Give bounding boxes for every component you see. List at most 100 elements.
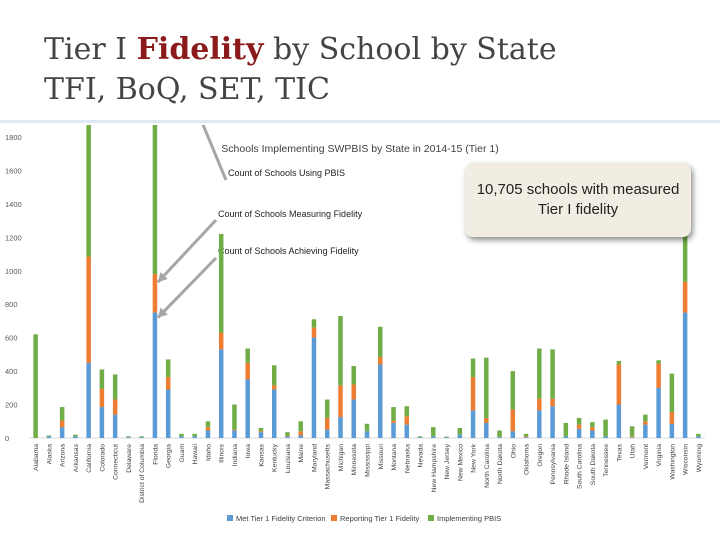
bar-segment	[46, 435, 52, 437]
category-label: Virginia	[656, 444, 663, 467]
bar-segment	[311, 327, 317, 338]
bar-segment	[73, 436, 78, 438]
bar-segment	[73, 434, 78, 437]
bar-segment	[470, 410, 476, 438]
bar-segment	[258, 431, 264, 433]
bar-segment	[378, 364, 383, 438]
bar-segment	[682, 312, 688, 438]
bar-segment	[576, 417, 582, 425]
category-label: Rhode Island	[563, 444, 570, 484]
title-highlight: Fidelity	[136, 32, 264, 67]
category-label: Iowa	[245, 444, 252, 459]
bar-segment	[576, 424, 582, 429]
bar-segment	[404, 416, 410, 425]
bar-segment	[510, 409, 516, 432]
bar-segment	[616, 404, 622, 438]
bar-segment	[245, 362, 250, 380]
category-label: Alabama	[33, 444, 40, 471]
bar-segment	[112, 399, 118, 415]
category-label: Louisiana	[285, 444, 292, 473]
bar-segment	[99, 369, 105, 389]
bar-segment	[285, 436, 290, 438]
bar-segment	[139, 436, 144, 438]
bar-segment	[550, 406, 555, 438]
bar-segment	[457, 427, 463, 435]
bar-segment	[696, 433, 701, 437]
bar-segment	[59, 427, 65, 438]
bar-segment	[590, 430, 595, 438]
category-label: Nebraska	[404, 444, 411, 473]
bar-segment	[364, 423, 370, 432]
bar-segment	[431, 436, 436, 438]
category-label: Arizona	[60, 444, 67, 467]
y-tick-label: 1600	[5, 166, 22, 175]
bar-segment	[152, 125, 158, 275]
bar-segment	[378, 326, 383, 357]
annotation-arrowhead	[157, 272, 168, 283]
bar-segment	[629, 437, 635, 438]
bar-segment	[576, 428, 582, 438]
bar-segment	[643, 421, 648, 425]
bar-segment	[126, 437, 131, 438]
category-label: North Carolina	[484, 444, 491, 488]
legend-label: Reporting Tier 1 Fidelity	[340, 514, 419, 523]
annotation-arrow	[156, 218, 218, 284]
bar-segment	[484, 357, 489, 418]
category-label: Wisconsin	[683, 444, 690, 475]
bar-segment	[165, 359, 171, 377]
category-label: Kansas	[258, 443, 265, 466]
bar-segment	[643, 424, 648, 438]
category-label: Vermont	[643, 444, 650, 469]
bar-segment	[245, 348, 250, 363]
legend-swatch	[331, 515, 337, 521]
bar-segment	[351, 399, 356, 438]
y-tick-label: 600	[5, 334, 18, 343]
category-label: North Dakota	[497, 444, 504, 484]
annotation-label: Count of Schools Measuring Fidelity	[218, 209, 363, 219]
bar-segment	[603, 436, 608, 438]
legend-swatch	[227, 515, 233, 521]
annotation-label: Count of Schools Using PBIS	[228, 168, 345, 178]
category-label: Mississippi	[365, 444, 372, 477]
bar-segment	[205, 421, 211, 428]
chart-title: Schools Implementing SWPBIS by State in …	[221, 143, 498, 155]
category-label: Hawaii	[192, 444, 199, 465]
category-label: Illinois	[219, 443, 226, 462]
bar-segment	[603, 419, 608, 437]
bar-segment	[351, 384, 356, 400]
bar-segment	[404, 424, 410, 438]
bar-segment	[285, 435, 290, 437]
bar-segment	[126, 436, 131, 438]
category-label: Oregon	[537, 444, 544, 467]
category-label: Massachusetts	[325, 443, 332, 489]
category-label: Tennessee	[603, 444, 610, 477]
bar-segment	[444, 436, 449, 438]
bar-segment	[192, 433, 197, 437]
category-label: Arkansas	[73, 443, 80, 472]
bar-segment	[550, 349, 555, 399]
bar-segment	[656, 387, 661, 438]
category-label: Texas	[616, 443, 623, 461]
bar-segment	[218, 332, 224, 350]
bar-segment	[205, 430, 211, 438]
legend-label: Met Tier 1 Fidelity Criterion	[236, 514, 326, 523]
bar-segment	[298, 421, 303, 432]
bar-segment	[86, 125, 91, 257]
y-tick-label: 1800	[5, 133, 22, 142]
category-label: California	[86, 444, 93, 473]
bar-segment	[550, 398, 555, 407]
bar-segment	[470, 376, 476, 411]
y-tick-label: 800	[5, 300, 18, 309]
bar-segment	[232, 404, 237, 430]
category-label: District of Columbia	[139, 444, 146, 503]
category-label: Ohio	[510, 444, 517, 459]
bar-segment	[338, 417, 343, 438]
bar-segment	[629, 436, 635, 438]
bar-segment	[99, 407, 105, 438]
category-label: New Jersey	[444, 443, 451, 479]
bar-segment	[590, 427, 595, 431]
bar-segment	[523, 437, 529, 438]
bar-segment	[232, 430, 237, 438]
bar-segment	[696, 436, 701, 438]
bar-segment	[563, 422, 569, 437]
